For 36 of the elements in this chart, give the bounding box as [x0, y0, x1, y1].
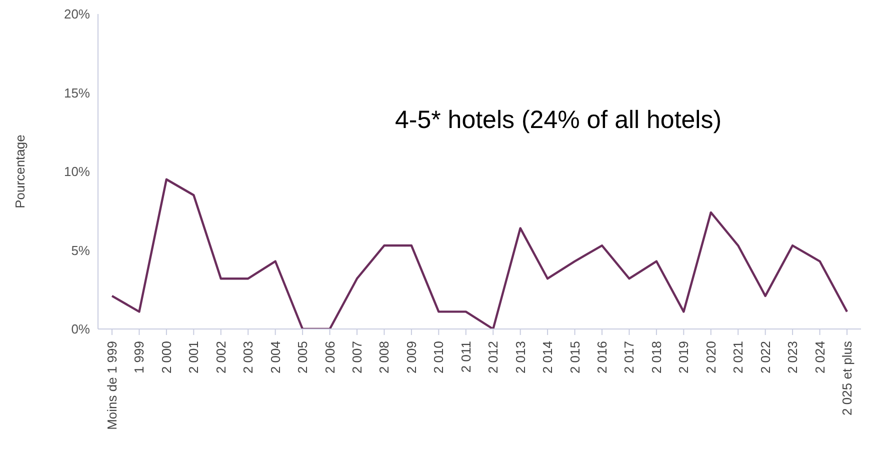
x-tick-label: 2 005: [295, 341, 310, 374]
x-tick-label: 2 018: [648, 341, 664, 374]
y-tick-label: 10%: [64, 164, 90, 180]
y-tick-label: 20%: [64, 6, 90, 22]
y-tick-label: 5%: [71, 242, 90, 258]
x-tick-label: 2 017: [622, 341, 637, 374]
x-tick-label: 2 022: [758, 341, 773, 374]
x-tick-label: 2 001: [186, 341, 202, 374]
x-tick-label: 2 002: [213, 341, 228, 374]
x-tick-label: 2 025 et plus: [840, 340, 854, 416]
y-axis-title: Pourcentage: [12, 134, 28, 208]
y-tick-label: 15%: [64, 85, 90, 100]
x-tick-label: 2 003: [240, 341, 256, 374]
annotation: 4-5* hotels (24% of all hotels): [395, 106, 722, 135]
x-tick-label: 2 004: [268, 341, 283, 374]
x-tick-label: 2 014: [540, 341, 556, 374]
x-tick-label: 2 009: [404, 341, 419, 374]
x-tick-label: 2 008: [376, 341, 392, 374]
x-tick-label: 2 012: [486, 341, 501, 374]
x-tick-label: 2 007: [350, 341, 364, 374]
x-tick-label: 2 016: [594, 341, 610, 374]
x-tick-label: 1 999: [132, 341, 147, 374]
x-tick-label: 2 006: [322, 341, 338, 374]
x-tick-label: 2 000: [158, 341, 174, 374]
x-tick-label: 2 019: [676, 341, 692, 374]
x-tick-label: 2 024: [812, 341, 828, 374]
line-series: [110, 178, 848, 329]
x-tick-label: 2 015: [567, 341, 582, 374]
x-tick-label: 2 013: [512, 341, 528, 374]
y-tick-label: 0%: [71, 322, 90, 337]
x-tick-label: Moins de 1 999: [104, 341, 120, 430]
x-tick-label: 2 010: [431, 341, 446, 374]
x-tick-label: 2 021: [730, 341, 746, 374]
x-tick-label: 2 020: [703, 341, 718, 374]
x-tick-label: 2 011: [458, 341, 474, 373]
x-tick-label: 2 023: [785, 341, 800, 374]
